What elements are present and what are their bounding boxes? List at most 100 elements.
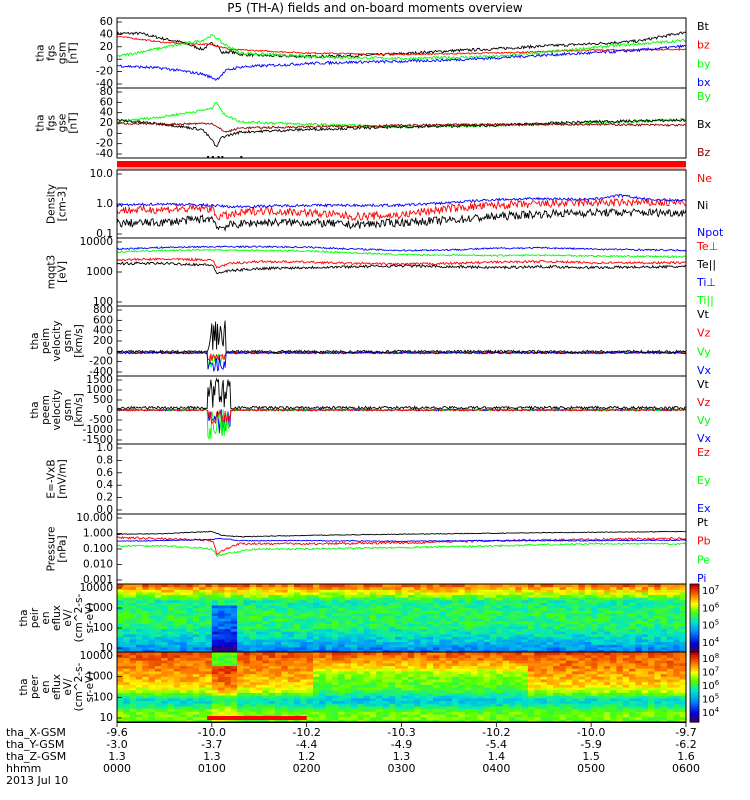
spectrogram-cell	[262, 684, 270, 688]
spectrogram-cell	[382, 610, 390, 614]
spectrogram-cell	[331, 713, 339, 718]
spectrogram-cell	[256, 591, 264, 596]
spectrogram-cell	[148, 584, 156, 588]
spectrogram-cell	[300, 711, 308, 715]
spectrogram-cell	[325, 612, 333, 616]
spectrogram-cell	[192, 591, 200, 596]
spectrogram-cell	[407, 711, 415, 715]
spectrogram-cell	[382, 591, 390, 596]
spectrogram-cell	[464, 591, 472, 596]
spectrogram-cell	[211, 713, 219, 718]
spectrogram-cell	[591, 676, 599, 680]
spectrogram-cell	[477, 654, 485, 658]
y-tick-label: 0.4	[96, 479, 113, 491]
spectrogram-cell	[382, 716, 390, 720]
spectrogram-cell	[154, 719, 162, 723]
spectrogram-cell	[420, 623, 428, 627]
colorbar-cell	[690, 717, 699, 721]
spectrogram-cell	[237, 662, 245, 667]
spectrogram-cell	[230, 681, 238, 685]
spectrogram-cell	[224, 719, 232, 723]
spectrogram-cell	[186, 584, 194, 588]
spectrogram-cell	[616, 604, 624, 609]
spectrogram-cell	[249, 673, 257, 677]
spectrogram-cell	[477, 660, 485, 664]
spectrogram-cell	[180, 610, 188, 614]
spectrogram-cell	[117, 599, 124, 603]
y-tick-label: 0	[106, 53, 113, 65]
spectrogram-cell	[433, 705, 441, 710]
spectrogram-cell	[338, 625, 346, 630]
spectrogram-cell	[426, 705, 434, 710]
spectrogram-cell	[673, 646, 681, 650]
spectrogram-cell	[306, 602, 314, 606]
spectrogram-cell	[363, 670, 371, 675]
spectrogram-cell	[527, 623, 535, 627]
spectrogram-cell	[401, 660, 409, 664]
spectrogram-cell	[186, 676, 194, 680]
spectrogram-cell	[433, 692, 441, 696]
spectrogram-cell	[477, 657, 485, 661]
spectrogram-cell	[616, 591, 624, 596]
spectrogram-cell	[565, 641, 573, 645]
spectrogram-cell	[224, 644, 232, 648]
spectrogram-cell	[363, 673, 371, 677]
spectrogram-cell	[420, 676, 428, 680]
spectrogram-cell	[502, 599, 510, 603]
spectrogram-cell	[268, 633, 276, 637]
spectrogram-cell	[338, 665, 346, 669]
spectrogram-cell	[559, 628, 567, 632]
spectrogram-cell	[527, 657, 535, 661]
spectrogram-cell	[325, 636, 333, 640]
spectrogram-cell	[275, 687, 282, 691]
spectrogram-cell	[553, 673, 561, 677]
spectrogram-cell	[262, 638, 270, 643]
spectrogram-cell	[610, 612, 618, 616]
spectrogram-cell	[616, 586, 624, 590]
spectrogram-cell	[515, 599, 523, 603]
spectrogram-cell	[483, 697, 491, 702]
spectrogram-cell	[578, 633, 586, 637]
spectrogram-cell	[262, 668, 270, 672]
spectrogram-cell	[534, 618, 542, 622]
spectrogram-cell	[268, 652, 276, 656]
spectrogram-cell	[483, 631, 491, 635]
spectrogram-cell	[173, 618, 181, 622]
spectrogram-cell	[268, 628, 276, 632]
spectrogram-cell	[515, 612, 523, 616]
spectrogram-cell	[673, 692, 681, 696]
spectrogram-cell	[117, 708, 124, 712]
spectrogram-cell	[439, 644, 447, 648]
spectrogram-cell	[135, 687, 143, 691]
spectrogram-cell	[648, 678, 655, 683]
spectrogram-cell	[129, 618, 137, 622]
legend-label: Ni	[697, 199, 708, 212]
spectrogram-cell	[306, 644, 314, 648]
spectrogram-cell	[344, 719, 352, 723]
spectrogram-cell	[496, 628, 504, 632]
spectrogram-cell	[224, 612, 232, 616]
spectrogram-cell	[294, 695, 301, 699]
spectrogram-cell	[477, 618, 485, 622]
spectrogram-cell	[154, 687, 162, 691]
spectrogram-cell	[117, 676, 124, 680]
y-tick-label: 800	[93, 304, 113, 316]
spectrogram-cell	[123, 644, 131, 648]
spectrogram-cell	[534, 687, 542, 691]
spectrogram-cell	[610, 668, 618, 672]
spectrogram-cell	[426, 668, 434, 672]
spectrogram-cell	[597, 594, 605, 598]
spectrogram-cell	[142, 668, 150, 672]
spectrogram-cell	[591, 654, 599, 658]
spectrogram-cell	[167, 631, 175, 635]
spectrogram-cell	[325, 589, 333, 593]
spectrogram-cell	[192, 589, 200, 593]
spectrogram-cell	[382, 676, 390, 680]
spectrogram-cell	[230, 644, 238, 648]
spectrogram-cell	[344, 711, 352, 715]
spectrogram-cell	[148, 684, 156, 688]
spectrogram-cell	[559, 689, 567, 693]
spectrogram-cell	[407, 646, 415, 650]
spectrogram-cell	[205, 689, 213, 693]
spectrogram-cell	[281, 584, 289, 588]
